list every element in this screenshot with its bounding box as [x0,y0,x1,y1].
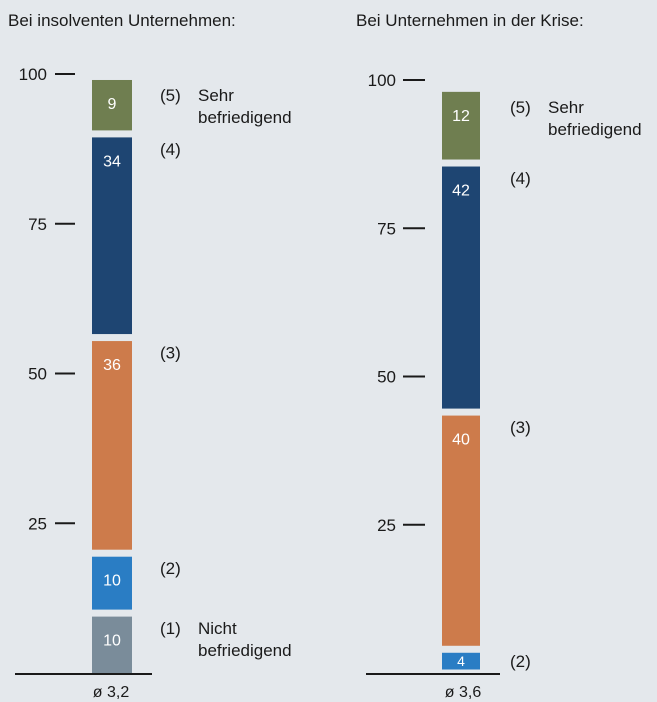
category-label: (2) [510,652,531,671]
y-tick-label: 100 [19,65,47,84]
panel-title: Bei insolventen Unternehmen: [8,11,236,30]
data-label: 4 [457,653,465,669]
data-label: 10 [103,633,121,650]
category-label: Nicht [198,619,237,638]
category-label: (5) [160,86,181,105]
category-label: (2) [160,559,181,578]
average-label: ø 3,2 [93,684,130,701]
average-label: ø 3,6 [445,684,482,701]
category-label: (1) [160,619,181,638]
bar-segment-cat3 [92,341,132,550]
category-label: Sehr [198,86,234,105]
data-label: 34 [103,153,121,170]
category-label: (3) [510,418,531,437]
y-tick-label: 100 [368,71,396,90]
data-label: 10 [103,573,121,590]
category-label: befriedigend [548,120,642,139]
bar-segment-cat1 [92,616,132,673]
bar-segment-cat4 [442,166,480,409]
bar-segment-cat2 [442,652,480,670]
panel-title: Bei Unternehmen in der Krise: [356,11,584,30]
y-tick-label: 25 [28,514,47,533]
bar-segment-cat4 [92,137,132,335]
bar-segment-cat2 [92,556,132,610]
y-tick-label: 50 [28,365,47,384]
bar-segment-cat5 [442,91,480,160]
data-label: 42 [452,183,470,200]
y-tick-label: 75 [28,215,47,234]
data-label: 40 [452,432,470,449]
data-label: 9 [108,96,117,113]
y-tick-label: 50 [377,368,396,387]
category-label: Sehr [548,98,584,117]
data-label: 36 [103,357,121,374]
bar-segment-cat5 [92,79,132,131]
category-label: befriedigend [198,641,292,660]
category-label: befriedigend [198,108,292,127]
category-label: (4) [510,169,531,188]
y-tick-label: 25 [377,516,396,535]
data-label: 12 [452,108,470,125]
bar-segment-cat3 [442,415,480,646]
category-label: (3) [160,344,181,363]
category-label: (4) [160,140,181,159]
category-label: (5) [510,98,531,117]
y-tick-label: 75 [377,219,396,238]
